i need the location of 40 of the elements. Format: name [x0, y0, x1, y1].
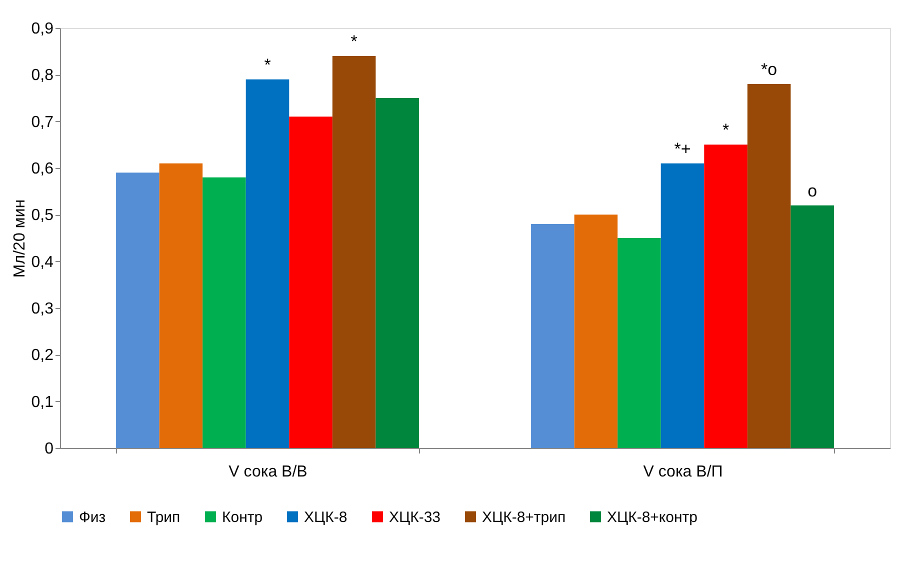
- legend-label: Физ: [79, 508, 106, 526]
- legend-label: Контр: [222, 508, 263, 526]
- data-label: *: [350, 32, 358, 51]
- y-tick-label: 0,5: [31, 207, 54, 224]
- legend-label: ХЦК-8+трип: [482, 508, 566, 526]
- y-tick-label: 0,7: [31, 114, 54, 131]
- y-tick-label: 0,3: [31, 300, 54, 318]
- legend-label: ХЦК-33: [389, 508, 441, 526]
- bar: [704, 144, 748, 448]
- bar: [618, 238, 661, 448]
- y-tick-label: 0,2: [31, 347, 54, 364]
- y-tick-label: 0,6: [31, 160, 54, 178]
- bar: [116, 172, 160, 448]
- x-tick-label: V сока В/П: [643, 464, 723, 480]
- bar: [574, 214, 618, 448]
- bar: [747, 84, 791, 448]
- y-tick-label: 0,8: [31, 67, 54, 84]
- y-axis-title: Мл/20 мин: [11, 199, 28, 278]
- data-label: *+: [674, 139, 691, 158]
- bar: [246, 79, 290, 448]
- bar: [531, 224, 574, 448]
- bar: [159, 163, 203, 448]
- data-label: o: [808, 181, 818, 200]
- legend-label: Трип: [147, 508, 180, 526]
- data-label: *: [722, 120, 730, 140]
- bar: [332, 56, 376, 448]
- legend-label: ХЦК-8+контр: [607, 508, 698, 526]
- y-tick-label: 0,9: [31, 20, 54, 38]
- data-label: *o: [761, 60, 778, 79]
- bar: [289, 116, 332, 448]
- y-tick-label: 0: [44, 440, 54, 458]
- y-tick-label: 0,1: [31, 394, 54, 411]
- bar: [376, 98, 419, 448]
- x-tick-label: V сока В/В: [228, 464, 308, 480]
- bar: [790, 205, 834, 448]
- bar: [660, 163, 704, 448]
- y-tick-label: 0,4: [31, 254, 54, 271]
- bar: [202, 177, 246, 448]
- legend-label: ХЦК-8: [304, 508, 348, 526]
- data-label: *: [264, 55, 272, 74]
